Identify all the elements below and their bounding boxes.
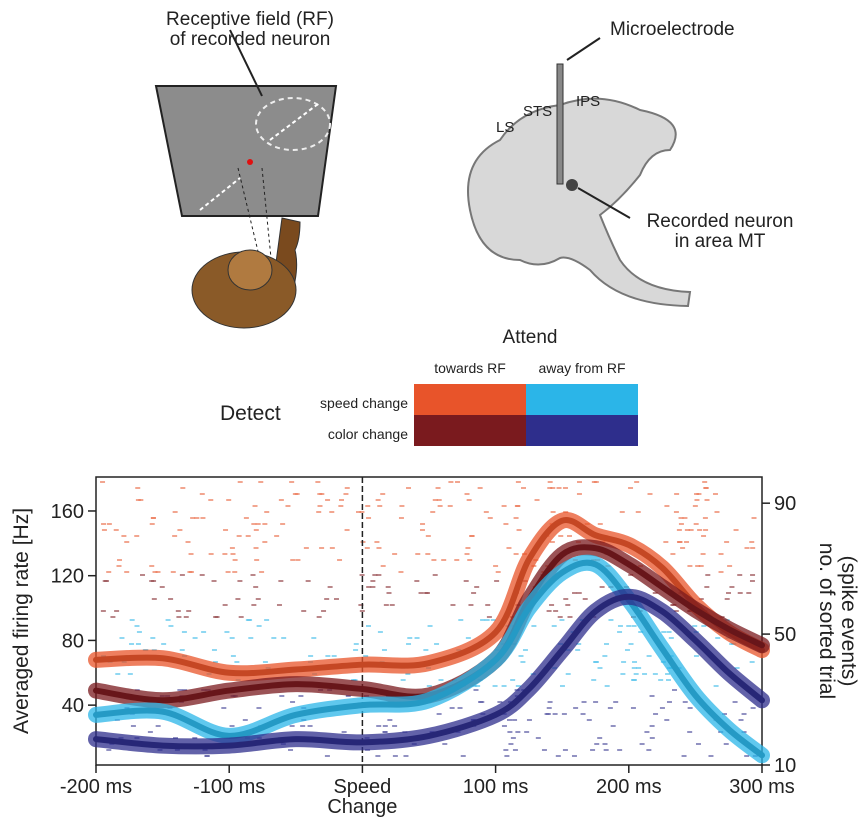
legend-row-title: Detect bbox=[220, 402, 281, 425]
y-tick-label: 80 bbox=[62, 630, 84, 652]
rf-label-line: Receptive field (RF) bbox=[166, 9, 334, 30]
fixation-point bbox=[247, 159, 253, 165]
plot-frame bbox=[95, 476, 763, 766]
rf-circle bbox=[255, 97, 331, 151]
legend-column: towards RF bbox=[434, 360, 506, 376]
legend-swatch bbox=[526, 384, 638, 415]
pointer bbox=[577, 187, 631, 219]
monkey-head bbox=[227, 249, 273, 291]
legend-row: speed change bbox=[320, 395, 408, 411]
electrode bbox=[556, 63, 564, 185]
gaze-line bbox=[261, 167, 273, 269]
series-line bbox=[93, 593, 765, 750]
y-tick-label: 160 bbox=[51, 501, 84, 523]
sulcus-label: STS bbox=[523, 103, 553, 120]
series-line bbox=[93, 517, 765, 677]
screen bbox=[154, 85, 338, 217]
motion-path bbox=[269, 103, 319, 141]
legend-swatch bbox=[414, 384, 526, 415]
sulcus-label: IPS bbox=[576, 93, 601, 110]
electrode-label: Microelectrode bbox=[610, 19, 735, 40]
rf-label: Receptive field (RF) of recorded neuron bbox=[120, 10, 380, 50]
y2-axis-label: (spike events) bbox=[837, 556, 860, 687]
legend-swatch bbox=[526, 415, 638, 446]
legend-title: Attend bbox=[502, 327, 558, 348]
rf-label-line: of recorded neuron bbox=[169, 29, 331, 50]
legend-column: away from RF bbox=[538, 360, 626, 376]
x-tick-label: Speed Change bbox=[327, 776, 398, 818]
motion-path bbox=[199, 177, 241, 211]
legend-row: color change bbox=[327, 426, 408, 442]
pointer bbox=[566, 37, 601, 61]
neuron-label-line: in area MT bbox=[674, 231, 766, 252]
x-tick-label: 300 ms bbox=[729, 776, 795, 798]
y-tick-label: 40 bbox=[62, 695, 84, 717]
neuron-label-line: Recorded neuron bbox=[646, 211, 794, 232]
y2-axis-label: no. of sorted trial bbox=[815, 543, 838, 699]
neuron-label: Recorded neuron in area MT bbox=[620, 212, 820, 252]
x-tick-label: -100 ms bbox=[193, 776, 266, 798]
x-tick-label: 100 ms bbox=[462, 776, 529, 798]
recorded-neuron bbox=[566, 179, 578, 191]
legend-swatch bbox=[414, 415, 526, 446]
pointer bbox=[229, 29, 263, 97]
y2-tick-label: 50 bbox=[774, 624, 796, 646]
y-tick-label: 120 bbox=[51, 566, 84, 588]
y2-tick-label: 90 bbox=[774, 493, 796, 515]
series-line bbox=[93, 559, 765, 759]
x-tick-label: 200 ms bbox=[596, 776, 662, 798]
y-axis-label: Averaged firing rate [Hz] bbox=[10, 508, 33, 734]
x-tick-label: -200 ms bbox=[59, 776, 133, 798]
y2-tick-label: 10 bbox=[774, 755, 796, 777]
sulcus-label: LS bbox=[496, 119, 515, 136]
